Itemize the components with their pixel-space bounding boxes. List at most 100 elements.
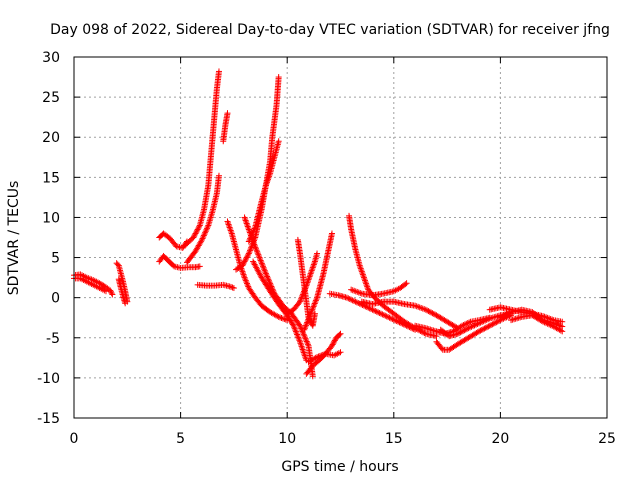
data-point bbox=[254, 250, 261, 257]
data-point bbox=[289, 321, 296, 328]
data-point bbox=[247, 246, 254, 253]
data-point bbox=[422, 306, 429, 313]
data-point bbox=[484, 324, 491, 331]
data-point bbox=[250, 239, 257, 246]
data-point bbox=[305, 315, 312, 322]
data-point bbox=[407, 324, 414, 331]
data-point bbox=[220, 138, 227, 145]
data-point bbox=[351, 298, 358, 305]
data-point bbox=[304, 339, 311, 346]
data-point bbox=[200, 232, 207, 239]
data-point bbox=[300, 349, 307, 356]
data-point bbox=[246, 249, 253, 256]
data-point bbox=[299, 346, 306, 353]
y-tick-label: 25 bbox=[42, 90, 60, 106]
y-tick-label: 15 bbox=[42, 170, 60, 186]
data-point bbox=[226, 283, 233, 290]
data-point bbox=[481, 325, 488, 332]
data-point bbox=[195, 225, 202, 232]
data-point bbox=[478, 326, 485, 333]
data-point bbox=[363, 280, 370, 287]
data-point bbox=[246, 247, 253, 254]
data-point bbox=[307, 270, 314, 277]
data-point bbox=[309, 264, 316, 271]
data-point bbox=[362, 279, 369, 286]
data-point bbox=[300, 289, 307, 296]
data-point bbox=[255, 253, 262, 260]
data-point bbox=[392, 317, 399, 324]
data-point bbox=[538, 317, 545, 324]
data-point bbox=[301, 332, 308, 339]
data-point bbox=[309, 304, 316, 311]
data-point bbox=[330, 340, 337, 347]
data-point bbox=[193, 229, 200, 236]
data-point bbox=[490, 320, 497, 327]
data-point bbox=[429, 310, 436, 317]
data-point bbox=[198, 236, 205, 243]
data-point bbox=[405, 323, 412, 330]
data-point bbox=[403, 280, 410, 287]
data-point bbox=[262, 269, 269, 276]
data-point bbox=[230, 285, 237, 292]
data-point bbox=[380, 312, 387, 319]
data-point bbox=[254, 248, 261, 255]
data-point bbox=[226, 224, 233, 231]
data-point bbox=[308, 307, 315, 314]
data-point bbox=[227, 225, 234, 232]
data-point bbox=[308, 269, 315, 276]
data-point bbox=[360, 273, 367, 280]
data-point bbox=[261, 266, 268, 273]
data-point bbox=[201, 231, 208, 238]
data-point bbox=[203, 226, 210, 233]
data-point bbox=[303, 337, 310, 344]
data-point bbox=[303, 338, 310, 345]
data-point bbox=[266, 279, 273, 286]
data-point bbox=[242, 255, 249, 262]
data-point bbox=[302, 335, 309, 342]
data-point bbox=[311, 260, 318, 267]
data-point bbox=[337, 349, 344, 356]
data-point bbox=[357, 264, 364, 271]
data-point bbox=[251, 242, 258, 249]
data-point bbox=[267, 282, 274, 289]
data-point bbox=[302, 323, 309, 330]
data-point bbox=[389, 316, 396, 323]
y-tick-label: 30 bbox=[42, 50, 60, 66]
data-point bbox=[506, 309, 513, 316]
data-point bbox=[358, 268, 365, 275]
data-point bbox=[421, 330, 428, 337]
data-point bbox=[260, 264, 267, 271]
data-point bbox=[267, 280, 274, 287]
x-tick-label: 20 bbox=[491, 431, 509, 447]
data-point bbox=[343, 294, 350, 301]
data-point bbox=[464, 325, 471, 332]
data-point bbox=[244, 221, 251, 228]
data-point bbox=[251, 225, 258, 232]
data-point bbox=[204, 225, 211, 232]
data-point bbox=[240, 259, 247, 266]
data-point bbox=[307, 310, 314, 317]
data-point bbox=[256, 254, 263, 261]
data-point bbox=[204, 223, 211, 230]
data-point bbox=[379, 311, 386, 318]
data-point bbox=[358, 267, 365, 274]
y-tick-label: 0 bbox=[51, 291, 60, 307]
y-tick-label: -10 bbox=[37, 371, 60, 387]
data-point bbox=[259, 261, 266, 268]
data-point bbox=[258, 260, 265, 267]
data-point bbox=[242, 217, 249, 224]
data-point bbox=[309, 373, 316, 380]
data-point bbox=[263, 272, 270, 279]
data-point bbox=[279, 315, 286, 322]
data-point bbox=[202, 228, 209, 235]
data-point bbox=[302, 285, 309, 292]
data-point bbox=[399, 320, 406, 327]
data-point bbox=[477, 327, 484, 334]
data-point bbox=[492, 319, 499, 326]
data-point bbox=[397, 320, 404, 327]
data-point bbox=[361, 276, 368, 283]
data-point bbox=[196, 263, 203, 270]
data-point bbox=[242, 276, 249, 283]
data-point bbox=[306, 273, 313, 280]
data-point bbox=[385, 314, 392, 321]
